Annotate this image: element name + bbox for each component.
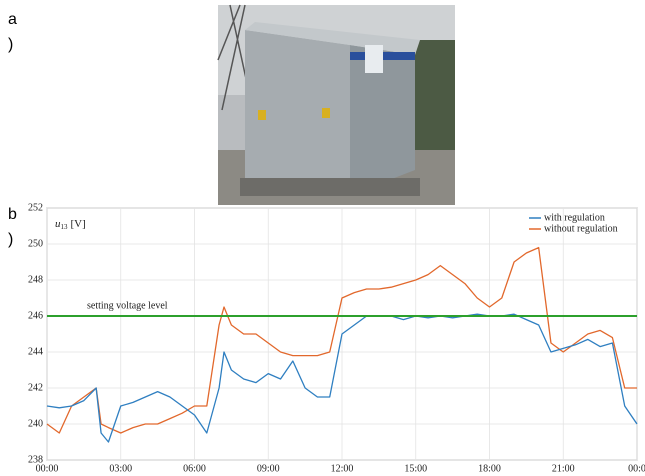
legend-label: without regulation xyxy=(544,223,618,234)
figure: a ) b ) 23824024224424624825025200:0003:… xyxy=(0,0,645,476)
x-tick-label: 09:00 xyxy=(257,463,280,474)
y-tick-label: 250 xyxy=(28,238,43,249)
photo xyxy=(218,5,455,205)
x-tick-label: 21:00 xyxy=(552,463,575,474)
x-tick-label: 18:00 xyxy=(478,463,501,474)
legend-label: with regulation xyxy=(544,212,605,223)
x-tick-label: 06:00 xyxy=(183,463,206,474)
panel-paren: ) xyxy=(8,36,13,53)
y-axis-label-part: [V] xyxy=(71,218,86,230)
panel-paren: ) xyxy=(8,231,13,248)
y-tick-label: 252 xyxy=(28,202,43,213)
y-tick-label: 242 xyxy=(28,382,43,393)
x-tick-label: 12:00 xyxy=(331,463,354,474)
x-tick-label: 03:00 xyxy=(109,463,132,474)
y-tick-label: 246 xyxy=(28,310,43,321)
x-tick-label: 00:0 xyxy=(628,463,645,474)
y-axis-label: u13[V] xyxy=(55,218,86,231)
y-axis-label-part: 13 xyxy=(61,223,69,231)
y-tick-label: 248 xyxy=(28,274,43,285)
reference-label: setting voltage level xyxy=(87,300,168,311)
y-tick-label: 244 xyxy=(28,346,43,357)
x-tick-label: 15:00 xyxy=(404,463,427,474)
panel-letter: b xyxy=(8,206,17,223)
panel-letter: a xyxy=(8,11,17,28)
x-tick-label: 00:00 xyxy=(36,463,59,474)
y-tick-label: 240 xyxy=(28,418,43,429)
